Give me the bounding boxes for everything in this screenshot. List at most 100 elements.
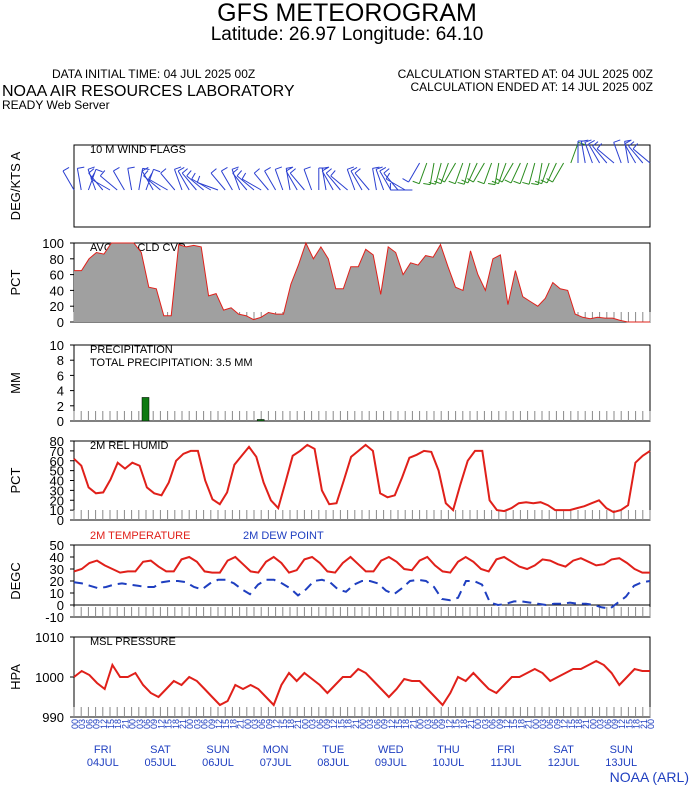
x-hour-label: 09: [552, 719, 562, 729]
ytick-label-5-1: 1000: [35, 670, 64, 685]
ytick-label-4-5: 40: [50, 550, 64, 565]
wind-barb-flag: [624, 140, 631, 145]
wind-barb-flag: [457, 181, 465, 185]
wind-barb-flag: [236, 170, 243, 177]
wind-barb: [552, 162, 565, 183]
wind-barb: [584, 142, 593, 164]
ytick-label-3-3: 30: [50, 483, 64, 498]
wind-barb-flag: [402, 178, 409, 183]
x-hour-label: 21: [351, 719, 361, 729]
x-hour-label: 15: [279, 719, 289, 729]
x-hour-label: 09: [149, 719, 159, 729]
wind-barb-flag: [385, 172, 391, 180]
page-title: GFS METEOROGRAM: [217, 0, 477, 27]
x-hour-label: 12: [444, 719, 454, 729]
wind-barb: [444, 162, 457, 183]
wind-barb-flag: [632, 143, 639, 150]
wind-barb-flag: [174, 166, 182, 170]
calc-start-label: CALCULATION STARTED AT: 04 JUL 2025 00Z: [397, 67, 653, 81]
x-hour-label: 00: [416, 719, 426, 729]
x-hour-label: 00: [646, 719, 656, 729]
wind-barb: [141, 170, 154, 191]
wind-barb: [588, 143, 601, 164]
wind-barb: [632, 148, 651, 164]
wind-barb-flag: [210, 168, 217, 174]
x-hour-label: 00: [185, 719, 195, 729]
x-day-label: FRI: [94, 744, 112, 756]
wind-barb-flag: [143, 170, 149, 177]
x-hour-label: 03: [423, 719, 433, 729]
ytick-label-3-0: 0: [57, 513, 64, 528]
ytick-label-3-5: 50: [50, 464, 64, 479]
x-hour-label: 09: [92, 719, 102, 729]
wind-barb-flag: [584, 139, 592, 143]
x-hour-label: 18: [171, 719, 181, 729]
x-hour-label: 21: [236, 719, 246, 729]
wind-barb: [325, 172, 341, 191]
wind-barb-flag: [87, 166, 95, 170]
x-hour-label: 15: [106, 719, 116, 729]
wind-barb-flag: [321, 167, 329, 172]
wind-barb: [519, 162, 529, 184]
wind-barb-flag: [275, 166, 283, 170]
wind-barb: [541, 162, 550, 184]
server-label: READY Web Server: [2, 98, 110, 112]
calc-end-label: CALCULATION ENDED AT: 14 JUL 2025 00Z: [410, 80, 653, 94]
wind-barb-flag: [491, 180, 499, 185]
wind-barb-flag: [588, 140, 595, 145]
wind-barb-flag: [325, 168, 332, 174]
ytick-label-3-2: 20: [50, 493, 64, 508]
precip-bar-0: [141, 397, 150, 422]
wind-barb-flag: [62, 167, 70, 172]
wind-barb-flag: [495, 178, 503, 183]
x-hour-label: 21: [178, 719, 188, 729]
wind-barb: [528, 162, 536, 185]
wind-barb: [429, 162, 435, 185]
x-hour-label: 15: [452, 719, 462, 729]
x-hour-label: 18: [459, 719, 469, 729]
ytick-label-5-2: 1010: [35, 630, 64, 645]
wind-barb-flag: [581, 139, 589, 142]
coordinates-label: Latitude: 26.97 Longitude: 64.10: [210, 24, 484, 45]
cloud-cover-area: [74, 243, 650, 322]
wind-barb-flag: [330, 170, 336, 177]
wind-barb: [418, 162, 428, 184]
wind-barb-flag: [77, 166, 85, 169]
x-hour-label: 21: [581, 719, 591, 729]
x-hour-label: 03: [538, 719, 548, 729]
wind-barb-flag: [90, 172, 95, 180]
msl-pressure-line: [73, 659, 650, 707]
x-hour-label: 21: [120, 719, 130, 729]
x-hour-label: 00: [358, 719, 368, 729]
x-hour-label: 09: [437, 719, 447, 729]
wind-barb-flag: [434, 180, 442, 185]
ytick-label-4-0: -10: [45, 610, 64, 625]
x-hour-label: 09: [495, 719, 505, 729]
ytick-label-3-6: 60: [50, 454, 64, 469]
x-hour-label: 15: [336, 719, 346, 729]
wind-barb: [510, 162, 521, 184]
legend-dew-point: 2M DEW POINT: [243, 530, 324, 542]
x-hour-label: 00: [588, 719, 598, 729]
wind-barb: [160, 172, 176, 191]
x-hour-label: 12: [329, 719, 339, 729]
x-hour-label: 18: [574, 719, 584, 729]
panel-title-5: MSL PRESSURE: [90, 636, 176, 648]
x-hour-label: 00: [70, 719, 80, 729]
x-hour-label: 12: [560, 719, 570, 729]
cloud-cover-line: [74, 241, 650, 323]
wind-barb: [112, 170, 125, 191]
x-date-label: 04JUL: [87, 757, 119, 769]
x-date-label: 12JUL: [548, 757, 580, 769]
x-hour-label: 03: [250, 719, 260, 729]
wind-barb-flag: [264, 167, 271, 172]
x-hour-label: 00: [243, 719, 253, 729]
wind-barb-flag: [438, 178, 445, 183]
wind-barb-flag: [347, 166, 355, 170]
x-hour-label: 00: [473, 719, 483, 729]
x-day-label: MON: [263, 744, 289, 756]
panel-title-3: 2M REL HUMID: [90, 440, 168, 452]
wind-barb-flag: [461, 179, 469, 184]
ytick-label-4-3: 20: [50, 574, 64, 589]
